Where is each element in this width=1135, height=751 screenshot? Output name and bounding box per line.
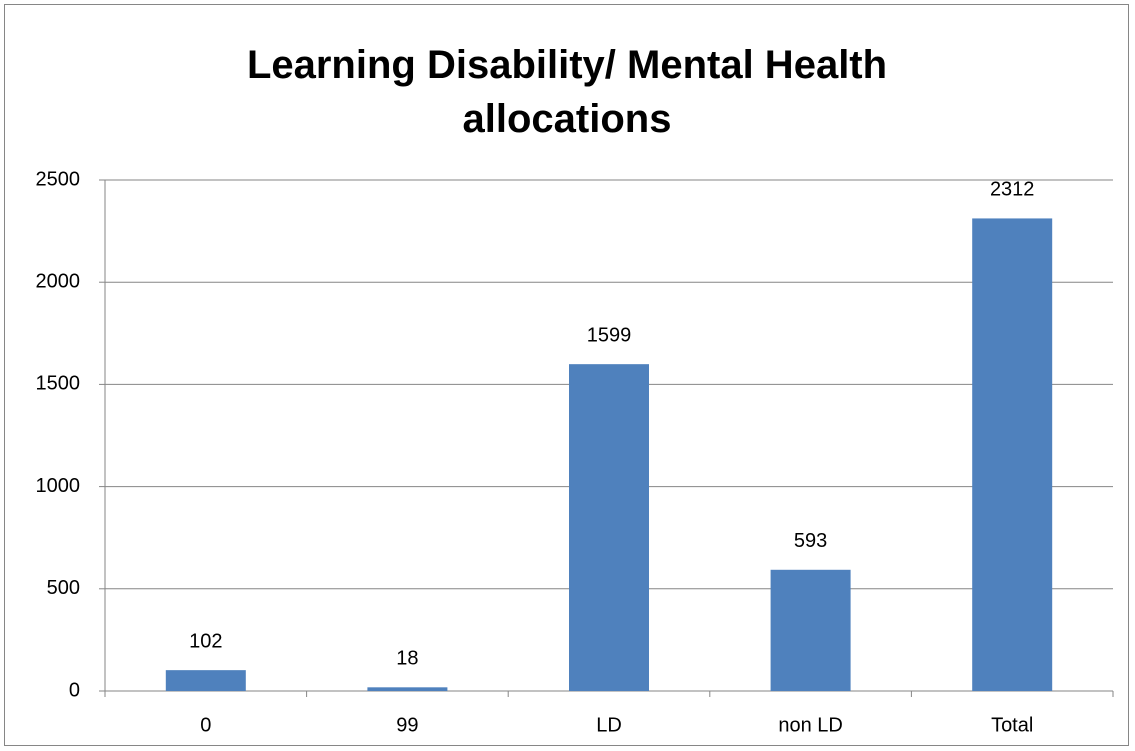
data-label: 1599 [587, 324, 632, 346]
y-tick-label: 2500 [36, 168, 81, 190]
x-tick-label: Total [991, 714, 1033, 736]
bar [569, 364, 649, 691]
data-label: 2312 [990, 179, 1035, 201]
x-tick-label: LD [596, 714, 622, 736]
y-tick-label: 500 [47, 577, 80, 599]
bar [972, 218, 1053, 692]
chart-title: Learning Disability/ Mental Health alloc… [246, 43, 888, 141]
data-label: 102 [189, 630, 222, 652]
data-label: 18 [396, 648, 418, 670]
x-tick-label: 99 [396, 714, 418, 736]
bar [367, 687, 448, 691]
bar [165, 670, 246, 691]
bar [770, 569, 851, 691]
y-tick-label: 2000 [36, 270, 81, 292]
y-tick-label: 1000 [36, 475, 81, 497]
x-tick-label: non LD [778, 714, 843, 736]
y-tick-label: 1500 [36, 373, 81, 395]
x-tick-label: 0 [200, 714, 211, 736]
y-tick-label: 0 [69, 679, 80, 701]
chart-frame [4, 4, 1129, 746]
data-label: 593 [794, 530, 827, 552]
